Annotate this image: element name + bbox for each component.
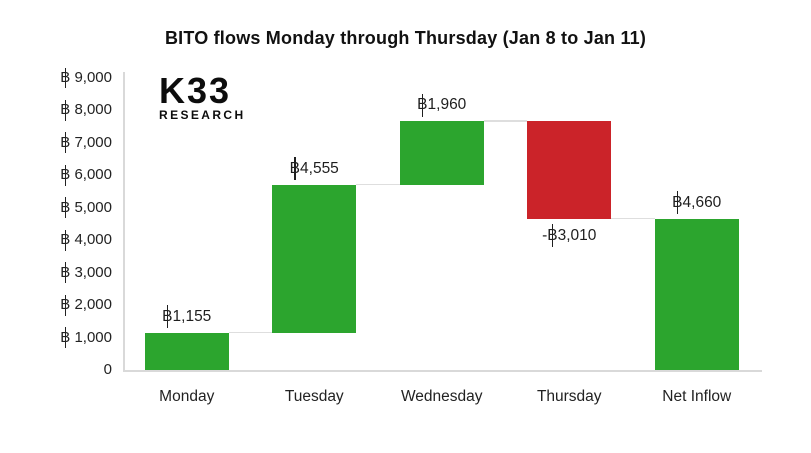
connector-line (356, 183, 400, 186)
bar-wednesday (399, 121, 484, 185)
y-tick-label: B 1,000 (60, 327, 112, 348)
y-tick-label: B 3,000 (60, 262, 112, 284)
k33-logo-research-label: RESEARCH (159, 108, 246, 122)
bar-net-inflow (654, 218, 739, 370)
bar-monday (144, 332, 229, 370)
bitcoin-baht-symbol: B (60, 197, 71, 219)
y-tick-label: B 8,000 (60, 100, 112, 121)
x-axis-label: Net Inflow (662, 388, 732, 405)
data-label: B1,960 (417, 93, 467, 117)
connector-line (611, 217, 655, 220)
bitcoin-baht-symbol: B (60, 132, 71, 154)
chart-title: BITO flows Monday through Thursday (Jan … (164, 28, 647, 48)
y-tick-label: B 6,000 (60, 164, 112, 186)
x-axis-label: Monday (159, 388, 215, 405)
bitcoin-baht-symbol: B (417, 93, 428, 117)
bitcoin-baht-symbol: B (60, 67, 71, 89)
bitcoin-baht-symbol: B (60, 229, 71, 251)
bitcoin-baht-symbol: B (547, 224, 558, 248)
x-axis-line (123, 370, 762, 372)
data-label: B1,155 (162, 304, 212, 329)
x-axis-label: Wednesday (400, 388, 483, 405)
bitcoin-baht-symbol: B (162, 304, 173, 329)
bitcoin-baht-symbol: B (672, 191, 683, 215)
y-tick-label: B 2,000 (60, 294, 112, 316)
connector-line (228, 331, 273, 334)
y-tick-label: B 4,000 (60, 229, 112, 251)
y-tick-label: B 7,000 (60, 132, 112, 154)
bitcoin-baht-symbol: B (60, 100, 71, 121)
y-tick-label: B 5,000 (60, 197, 112, 219)
data-label: B4,555 (289, 157, 339, 181)
connector-line (483, 120, 528, 122)
bitcoin-baht-symbol: B (60, 164, 71, 186)
k33-research-logo: K33 RESEARCH (159, 70, 246, 122)
bitcoin-baht-symbol: B (60, 262, 71, 284)
x-axis-label: Thursday (536, 388, 602, 405)
data-label: -B3,010 (542, 224, 597, 248)
bitcoin-baht-symbol: B (60, 327, 71, 348)
y-tick-label: B 9,000 (60, 67, 112, 89)
x-axis-label: Tuesday (284, 388, 344, 405)
k33-logo-wordmark: K33 (159, 70, 232, 111)
bitcoin-baht-symbol: B (60, 294, 71, 316)
y-axis-line (123, 72, 125, 370)
data-label: B4,660 (672, 191, 722, 215)
bar-thursday (527, 121, 612, 219)
bar-tuesday (272, 184, 357, 333)
bitcoin-baht-symbol: B (289, 157, 301, 181)
y-tick-label: 0 (103, 361, 112, 378)
